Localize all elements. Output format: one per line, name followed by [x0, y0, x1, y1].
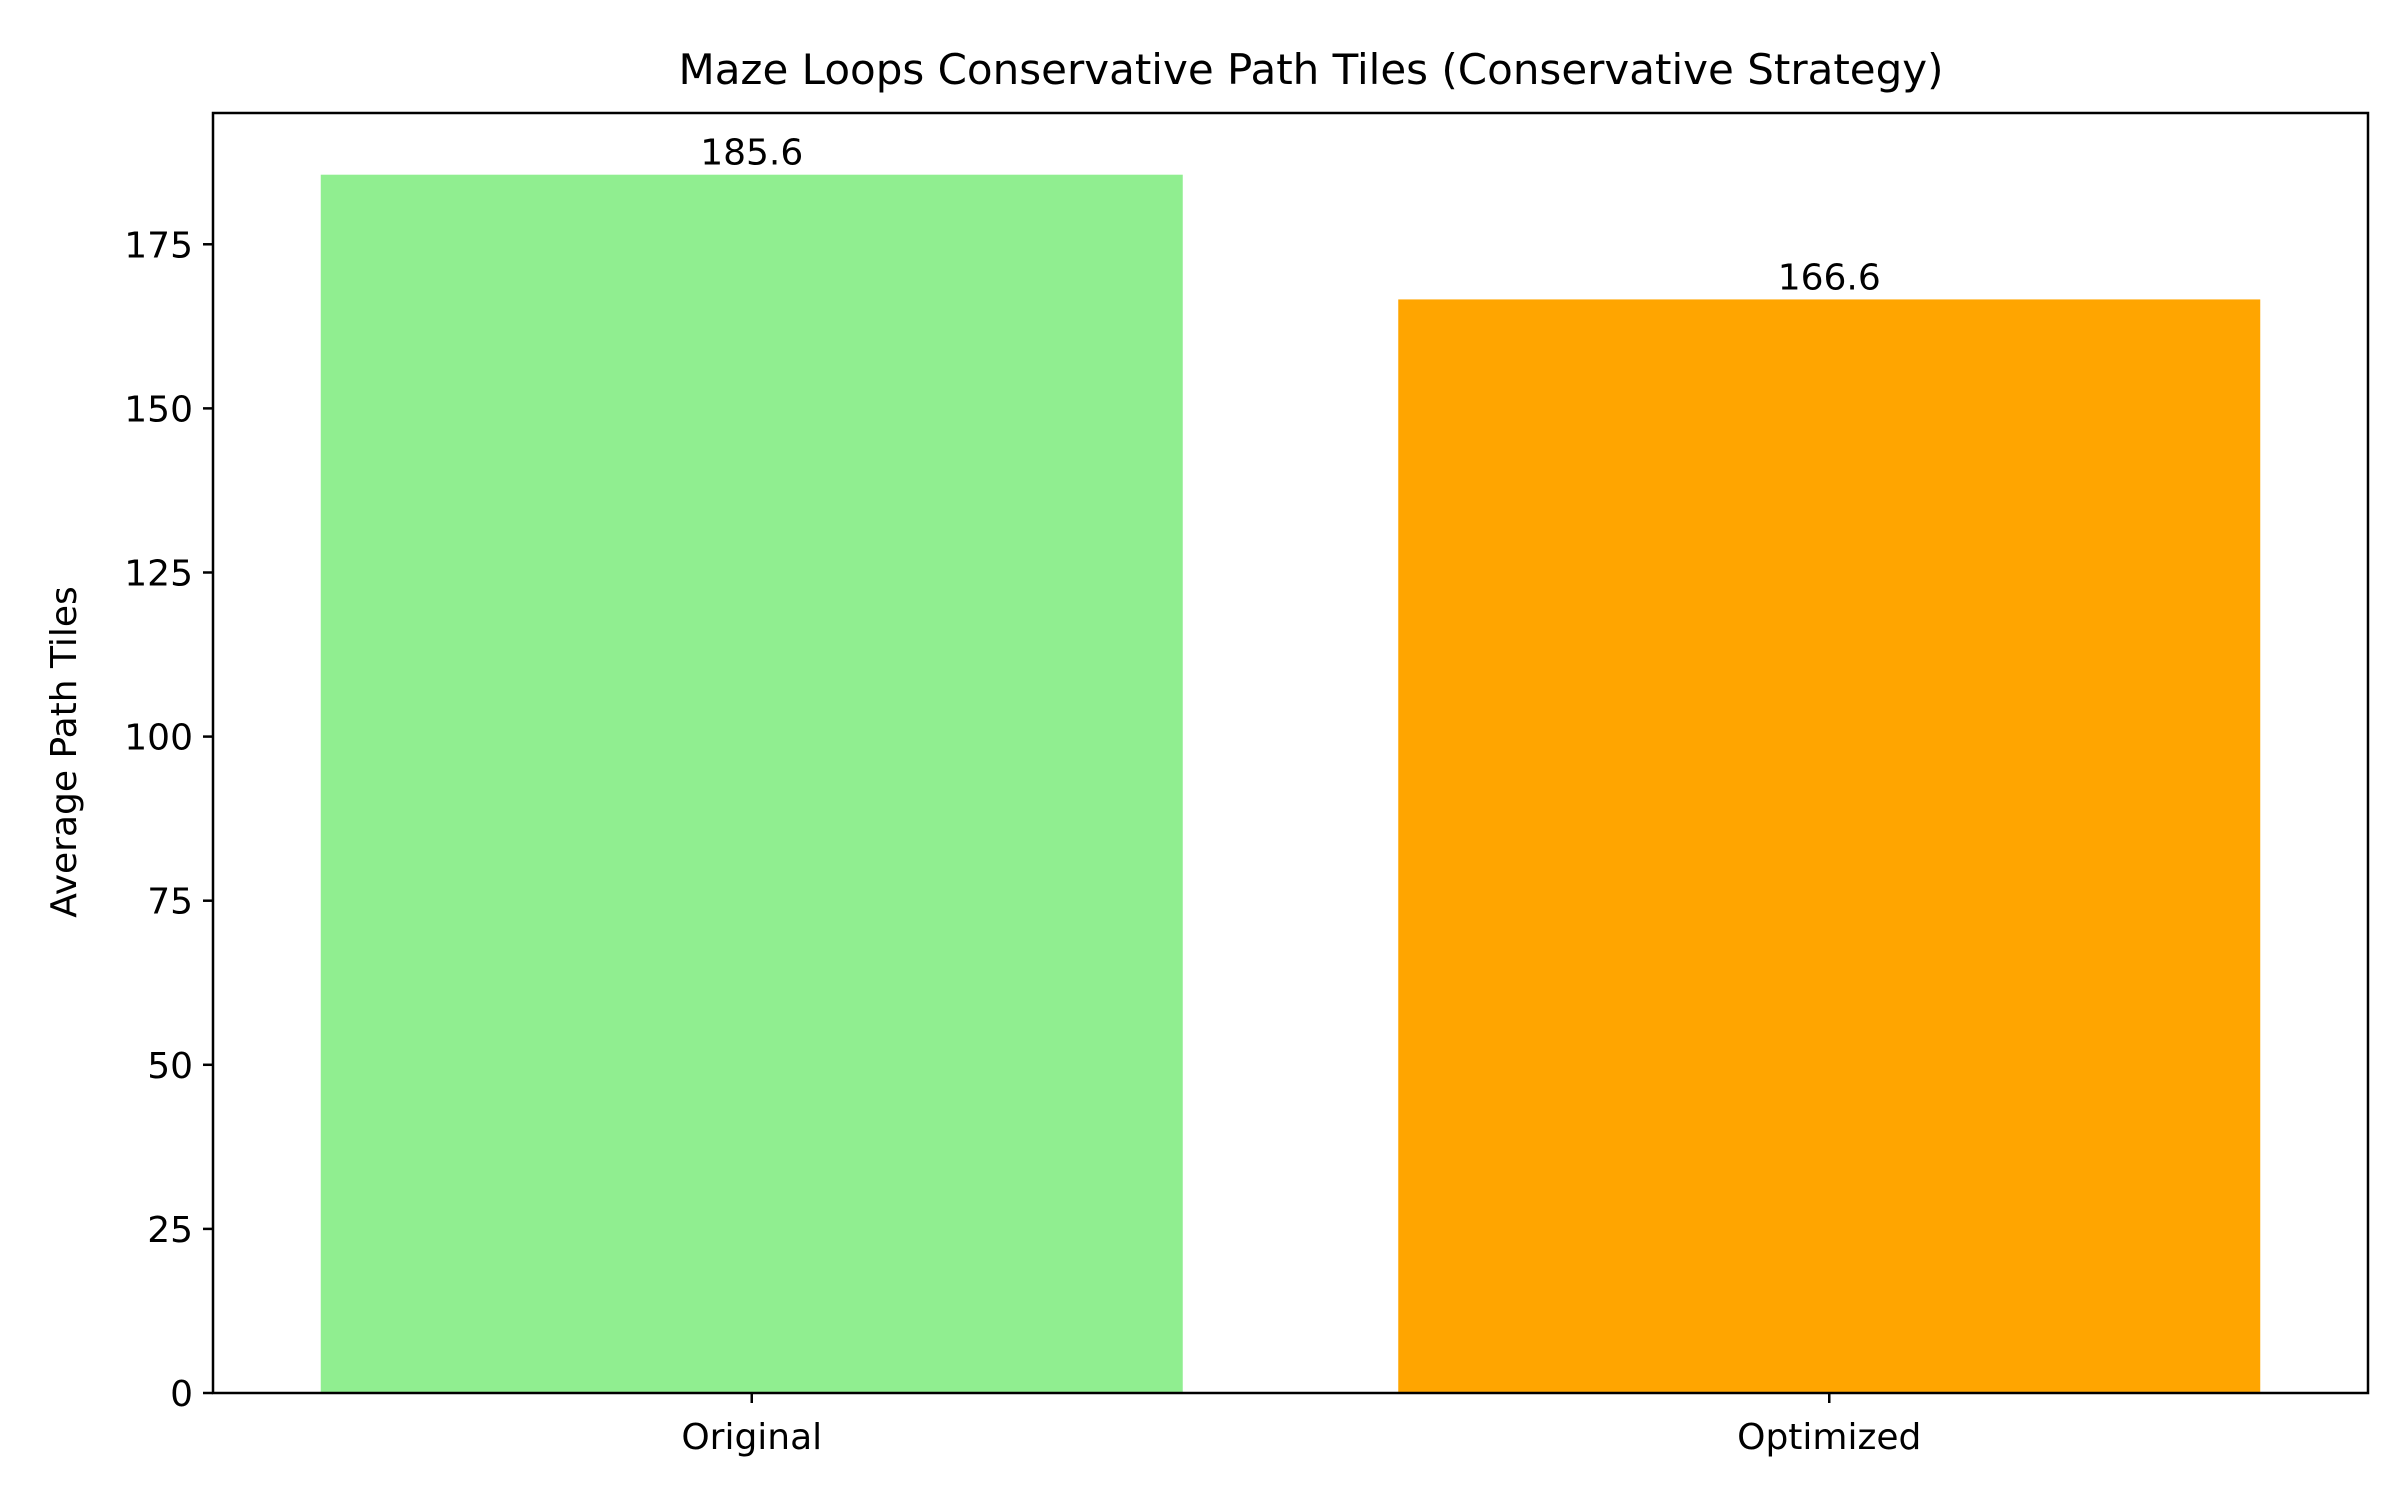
y-tick-label: 75 — [147, 882, 193, 923]
y-axis-label: Average Path Tiles — [44, 586, 85, 918]
bar-value-labels: 185.6 166.6 — [700, 133, 1881, 299]
y-tick-label: 50 — [147, 1046, 193, 1087]
y-tick-label: 25 — [147, 1210, 193, 1251]
bars-group — [320, 174, 2261, 1394]
y-tick-label: 100 — [124, 718, 193, 759]
bar-optimized — [1398, 299, 2261, 1393]
chart-title: Maze Loops Conservative Path Tiles (Cons… — [678, 45, 1943, 94]
y-tick-label: 175 — [124, 225, 193, 266]
plot-frame — [211, 111, 2370, 1395]
y-axis-ticks: 0 25 50 75 100 125 150 175 — [124, 225, 213, 1415]
bar-value-label-original: 185.6 — [700, 133, 803, 174]
bar-original — [320, 174, 1183, 1394]
y-tick-label: 0 — [170, 1374, 193, 1415]
x-axis-ticks: Original Optimized — [681, 1393, 1921, 1458]
y-tick-label: 150 — [124, 389, 193, 430]
x-tick-label-original: Original — [681, 1417, 822, 1458]
y-tick-label: 125 — [124, 553, 193, 594]
bar-value-label-optimized: 166.6 — [1778, 257, 1881, 298]
x-tick-label-optimized: Optimized — [1737, 1417, 1921, 1458]
